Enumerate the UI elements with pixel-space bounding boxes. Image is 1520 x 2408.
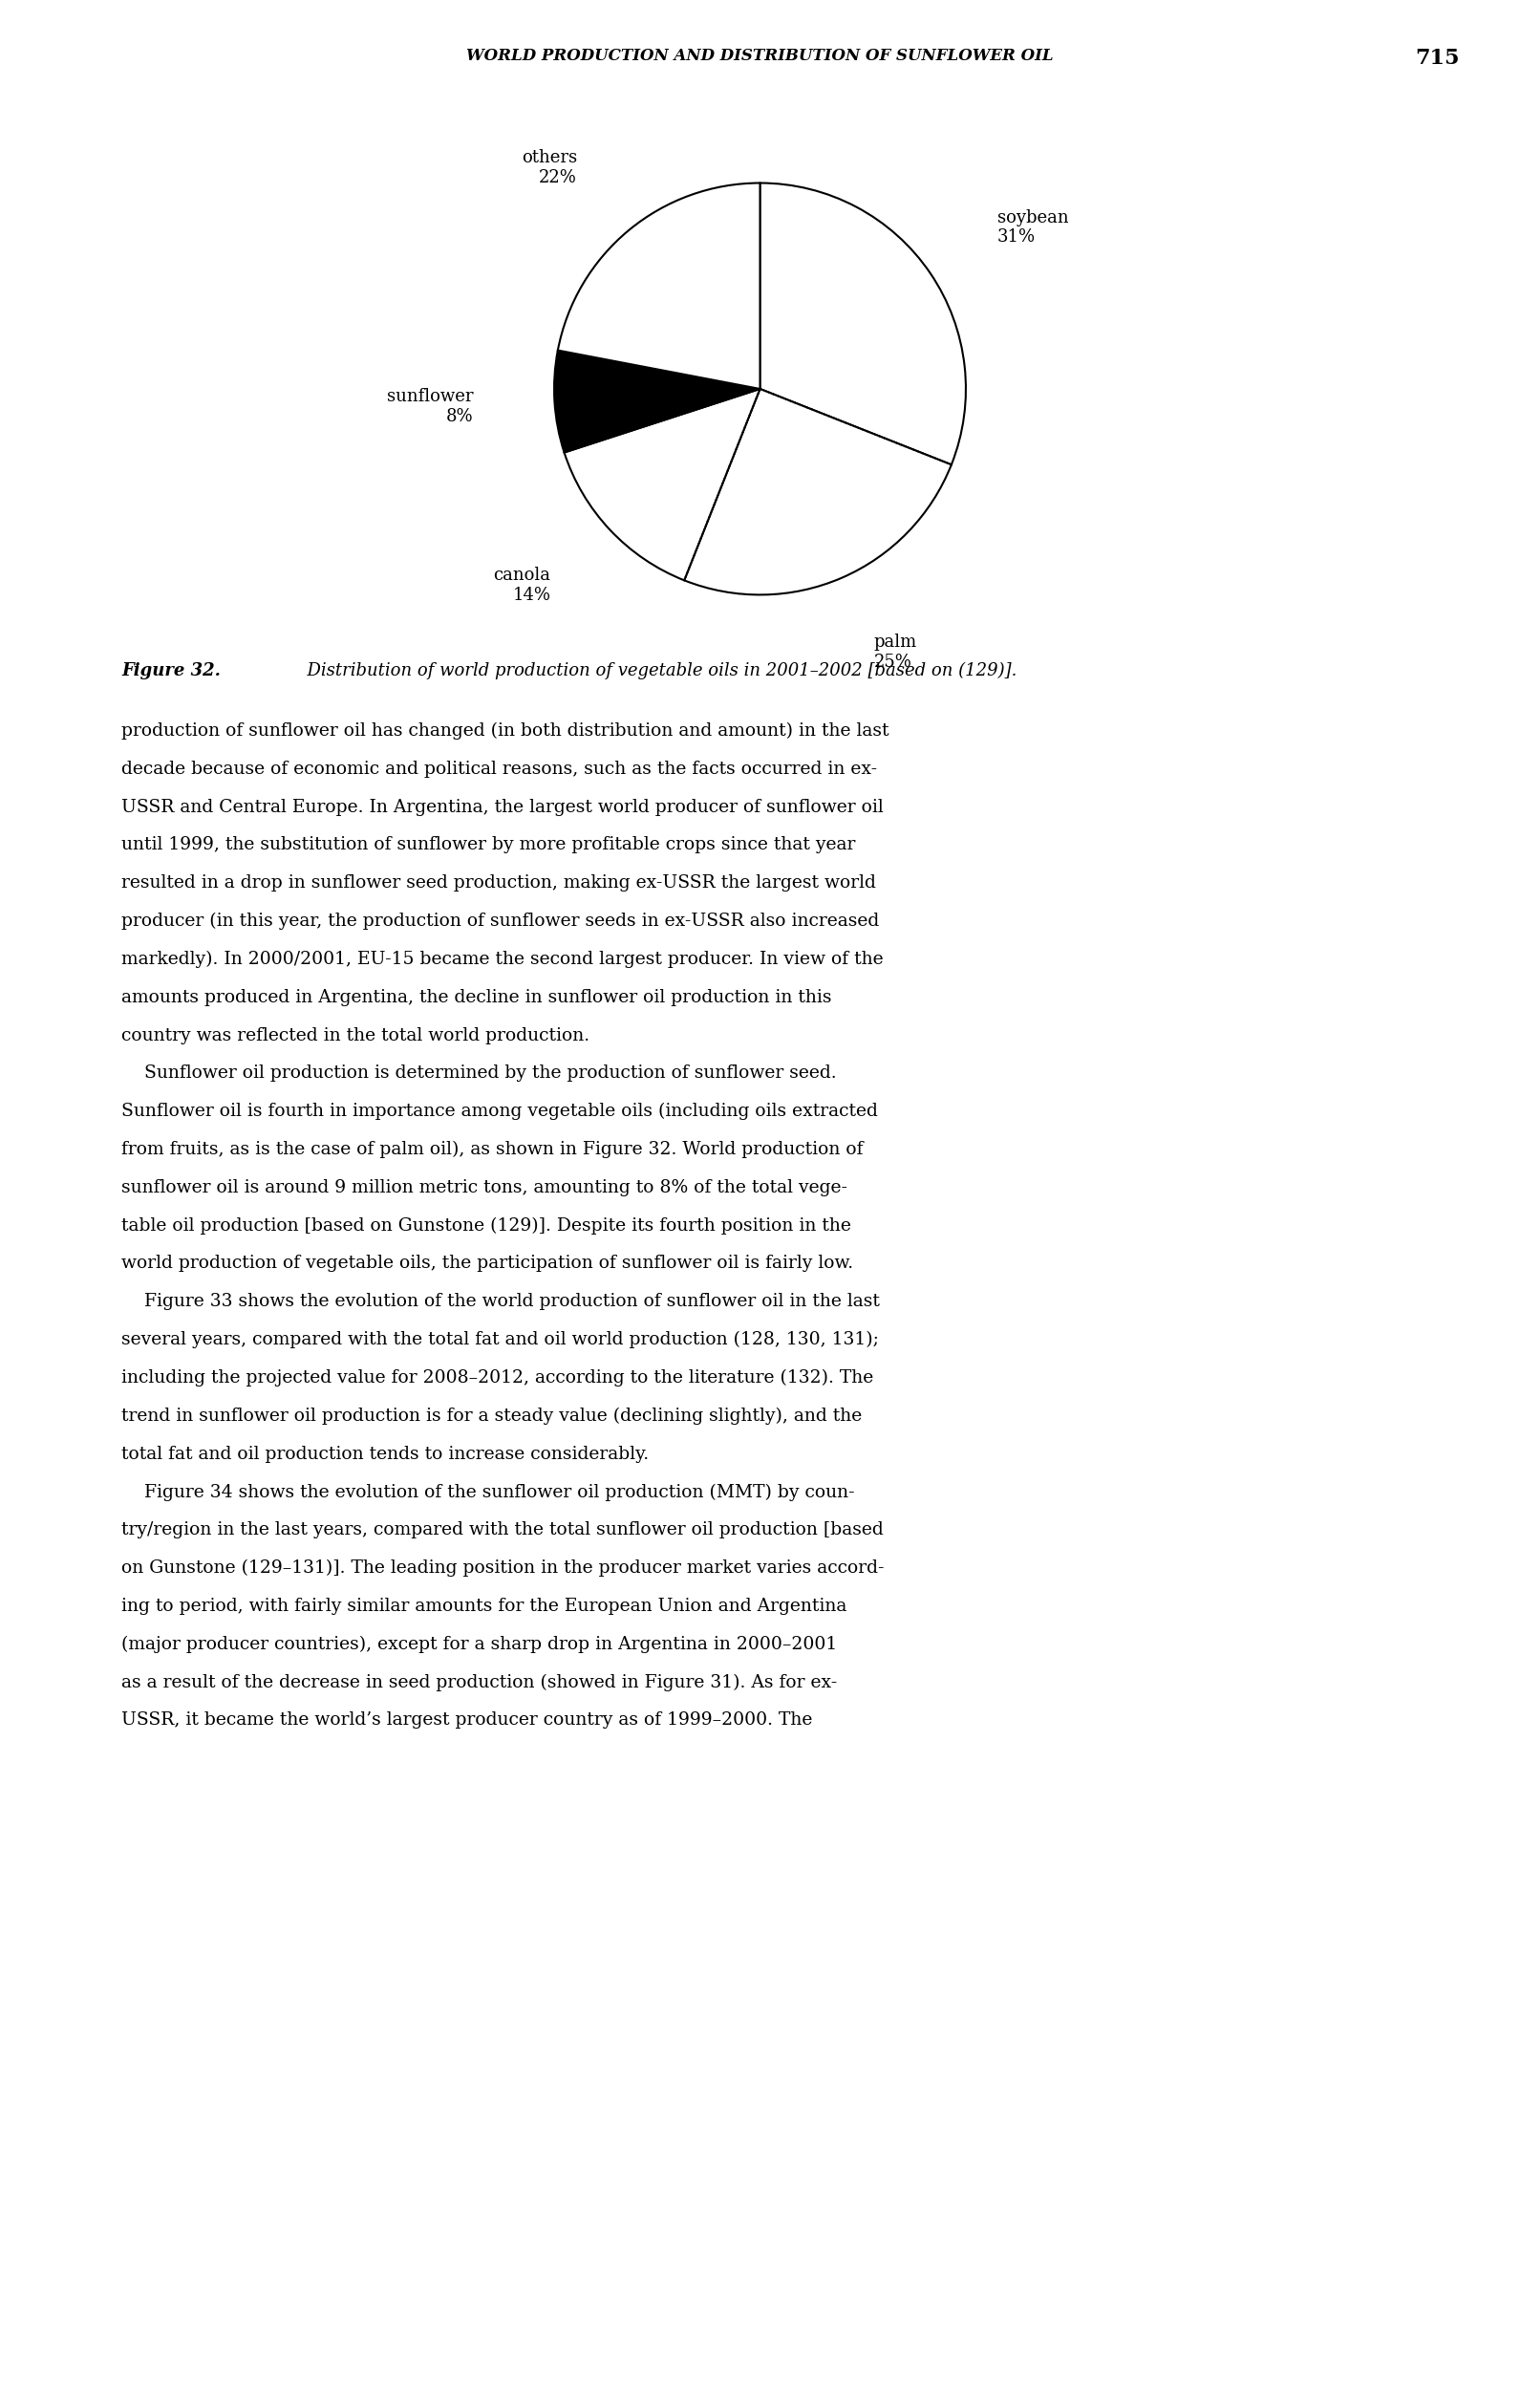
Text: Sunflower oil is fourth in importance among vegetable oils (including oils extra: Sunflower oil is fourth in importance am…	[122, 1103, 879, 1120]
Wedge shape	[564, 388, 760, 580]
Text: amounts produced in Argentina, the decline in sunflower oil production in this: amounts produced in Argentina, the decli…	[122, 990, 831, 1007]
Text: decade because of economic and political reasons, such as the facts occurred in : decade because of economic and political…	[122, 761, 877, 778]
Text: Distribution of world production of vegetable oils in 2001–2002 [based on (129)]: Distribution of world production of vege…	[296, 662, 1017, 679]
Text: trend in sunflower oil production is for a steady value (declining slightly), an: trend in sunflower oil production is for…	[122, 1406, 862, 1426]
Text: from fruits, as is the case of palm oil), as shown in Figure 32. World productio: from fruits, as is the case of palm oil)…	[122, 1141, 863, 1158]
Text: world production of vegetable oils, the participation of sunflower oil is fairly: world production of vegetable oils, the …	[122, 1255, 854, 1271]
Text: Figure 33 shows the evolution of the world production of sunflower oil in the la: Figure 33 shows the evolution of the wor…	[122, 1293, 880, 1310]
Text: sunflower
8%: sunflower 8%	[388, 388, 473, 426]
Text: Figure 34 shows the evolution of the sunflower oil production (MMT) by coun-: Figure 34 shows the evolution of the sun…	[122, 1483, 854, 1500]
Text: until 1999, the substitution of sunflower by more profitable crops since that ye: until 1999, the substitution of sunflowe…	[122, 836, 856, 855]
Text: country was reflected in the total world production.: country was reflected in the total world…	[122, 1026, 590, 1045]
Text: WORLD PRODUCTION AND DISTRIBUTION OF SUNFLOWER OIL: WORLD PRODUCTION AND DISTRIBUTION OF SUN…	[467, 48, 1053, 65]
Text: production of sunflower oil has changed (in both distribution and amount) in the: production of sunflower oil has changed …	[122, 722, 889, 739]
Text: 715: 715	[1415, 48, 1459, 70]
Text: USSR and Central Europe. In Argentina, the largest world producer of sunflower o: USSR and Central Europe. In Argentina, t…	[122, 799, 883, 816]
Text: table oil production [based on Gunstone (129)]. Despite its fourth position in t: table oil production [based on Gunstone …	[122, 1216, 851, 1235]
Text: soybean
31%: soybean 31%	[997, 209, 1069, 246]
Text: sunflower oil is around 9 million metric tons, amounting to 8% of the total vege: sunflower oil is around 9 million metric…	[122, 1180, 848, 1197]
Text: palm
25%: palm 25%	[874, 633, 917, 672]
Text: USSR, it became the world’s largest producer country as of 1999–2000. The: USSR, it became the world’s largest prod…	[122, 1712, 813, 1729]
Text: (major producer countries), except for a sharp drop in Argentina in 2000–2001: (major producer countries), except for a…	[122, 1635, 838, 1652]
Text: resulted in a drop in sunflower seed production, making ex-USSR the largest worl: resulted in a drop in sunflower seed pro…	[122, 874, 876, 891]
Wedge shape	[558, 183, 760, 388]
Text: markedly). In 2000/2001, EU-15 became the second largest producer. In view of th: markedly). In 2000/2001, EU-15 became th…	[122, 951, 883, 968]
Text: several years, compared with the total fat and oil world production (128, 130, 1: several years, compared with the total f…	[122, 1332, 879, 1348]
Text: try/region in the last years, compared with the total sunflower oil production [: try/region in the last years, compared w…	[122, 1522, 883, 1539]
Wedge shape	[760, 183, 965, 465]
Wedge shape	[555, 349, 760, 453]
Text: Sunflower oil production is determined by the production of sunflower seed.: Sunflower oil production is determined b…	[122, 1064, 838, 1081]
Text: on Gunstone (129–131)]. The leading position in the producer market varies accor: on Gunstone (129–131)]. The leading posi…	[122, 1560, 885, 1577]
Wedge shape	[684, 388, 952, 595]
Text: ing to period, with fairly similar amounts for the European Union and Argentina: ing to period, with fairly similar amoun…	[122, 1597, 847, 1616]
Text: canola
14%: canola 14%	[494, 566, 550, 604]
Text: Figure 32.: Figure 32.	[122, 662, 220, 679]
Text: as a result of the decrease in seed production (showed in Figure 31). As for ex-: as a result of the decrease in seed prod…	[122, 1674, 838, 1690]
Text: producer (in this year, the production of sunflower seeds in ex-USSR also increa: producer (in this year, the production o…	[122, 913, 880, 929]
Text: including the projected value for 2008–2012, according to the literature (132). : including the projected value for 2008–2…	[122, 1370, 874, 1387]
Text: total fat and oil production tends to increase considerably.: total fat and oil production tends to in…	[122, 1445, 649, 1462]
Text: others
22%: others 22%	[521, 149, 578, 185]
